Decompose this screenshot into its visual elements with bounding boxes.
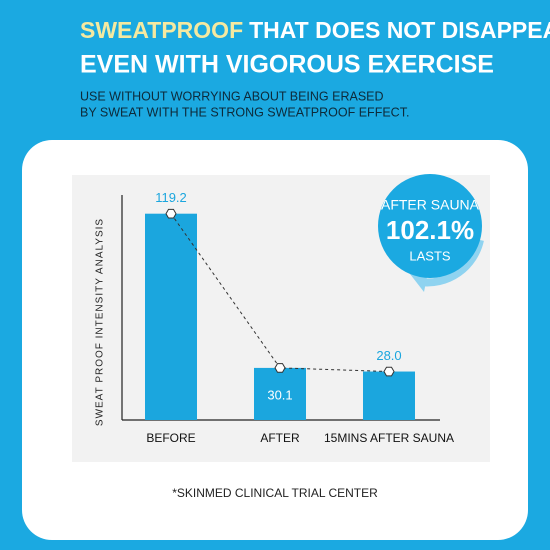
value-label: 30.1 (267, 387, 292, 402)
value-label: 119.2 (155, 190, 187, 205)
badge-arrow (419, 239, 484, 287)
x-tick-label: BEFORE (146, 431, 195, 445)
x-tick-label: 15MINS AFTER SAUNA (324, 431, 454, 445)
point-marker (274, 363, 286, 373)
title-highlight: SWEATPROOF (80, 17, 243, 43)
title-rest: THAT DOES NOT DISAPPEAR (249, 17, 550, 43)
badge-circle (378, 174, 482, 278)
subtitle: BY SWEAT WITH THE STRONG SWEATPROOF EFFE… (80, 105, 409, 119)
badge: AFTER SAUNA 102.1% LASTS (378, 174, 484, 292)
x-tick-label: AFTER (260, 431, 300, 445)
point-marker (165, 208, 177, 219)
point-marker (383, 366, 395, 377)
bar (363, 371, 415, 420)
badge-text: AFTER SAUNA (381, 197, 480, 213)
y-axis-label: SWEAT PROOF INTENSITY ANALYSIS (95, 218, 106, 426)
bar (145, 213, 197, 420)
bar (254, 367, 306, 420)
footnote: *SKINMED CLINICAL TRIAL CENTER (172, 486, 378, 500)
subtitle: USE WITHOUT WORRYING ABOUT BEING ERASED (80, 89, 384, 103)
value-label: 28.0 (376, 348, 401, 363)
title-line: SWEATPROOF THAT DOES NOT DISAPPEAR (80, 17, 550, 43)
title-line: EVEN WITH VIGOROUS EXERCISE (80, 51, 494, 79)
badge-text: LASTS (409, 248, 451, 263)
badge-value: 102.1% (386, 215, 474, 245)
